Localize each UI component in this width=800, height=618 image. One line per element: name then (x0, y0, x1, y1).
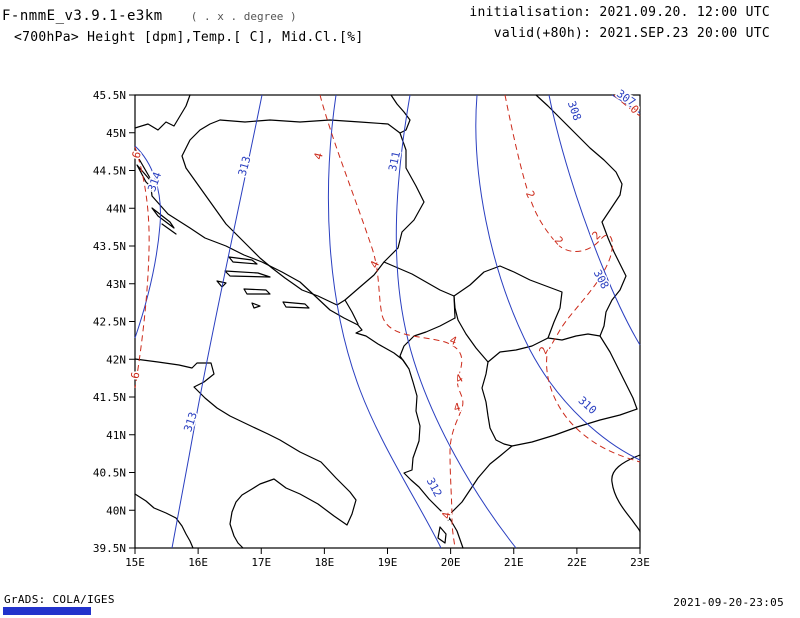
coastline-balkan (134, 151, 464, 549)
height-contour-label: 311 (386, 150, 403, 172)
temp-contour-label: 4 (448, 333, 459, 348)
height-contour-label: 310 (576, 394, 599, 417)
temp-contour-6 (134, 146, 150, 389)
height-contour-314 (134, 145, 161, 339)
island-brac (228, 256, 258, 265)
lat-tick-label: 41N (106, 429, 126, 442)
lat-tick-label: 42.5N (93, 316, 126, 329)
grads-logo-bar (3, 607, 91, 615)
border-albania-macedonia (481, 361, 513, 447)
island-kornati (161, 223, 177, 235)
lon-tick-label: 22E (567, 556, 587, 569)
lat-tick-label: 45.5N (93, 89, 126, 102)
temp-contour-0 (613, 94, 641, 117)
island-lastovo (251, 302, 261, 309)
height-contour-label: 313 (181, 410, 200, 433)
height-contour-311 (395, 94, 517, 549)
axis-labels: 45.5N 45N 44.5N 44N 43.5N 43N 42.5N 42N 41.5N 41N… (93, 89, 650, 569)
island-vis (216, 280, 227, 288)
header-left: F-nmmE_v3.9.1-e3km ( . x . degree ) <700h… (2, 5, 363, 45)
temp-contour-4 (319, 94, 464, 549)
height-contour-313 (171, 94, 263, 549)
lon-tick-label: 17E (251, 556, 271, 569)
coastline-italy-adriatic (134, 358, 357, 549)
island-mljet (282, 301, 310, 309)
height-contour-label: 313 (236, 155, 254, 178)
border-kosovo (453, 265, 563, 363)
border-macedonia-greece (511, 408, 638, 447)
island-dugi-otok (151, 207, 175, 229)
lat-tick-label: 43.5N (93, 240, 126, 253)
lat-tick-label: 44.5N (93, 165, 126, 178)
lat-tick-label: 45N (106, 127, 126, 140)
island-hvar (224, 270, 271, 278)
height-contour-308 (548, 94, 641, 346)
coastline-greece-thermaic (611, 454, 641, 533)
lon-tick-label: 23E (630, 556, 650, 569)
coastlines-and-borders (134, 94, 641, 549)
resolution-note: ( . x . degree ) (190, 10, 297, 23)
lat-tick-label: 40N (106, 504, 126, 517)
border-serbia-macedonia (547, 333, 601, 341)
border-croatia-montenegro (344, 299, 359, 325)
lat-tick-label: 44N (106, 202, 126, 215)
grads-credit: GrADS: COLA/IGES (4, 593, 115, 606)
creation-timestamp: 2021-09-20-23:05 (673, 596, 784, 609)
height-contour-310 (475, 94, 641, 461)
temp-contour-label: 2 (523, 189, 538, 200)
border-slovenia-croatia (134, 94, 191, 131)
height-contour-label: 314 (145, 170, 164, 193)
lat-tick-label: 41.5N (93, 391, 126, 404)
height-contours (134, 94, 641, 549)
border-serbia-bulgaria (599, 194, 627, 337)
field-title: <700hPa> Height [dpm],Temp.[ C], Mid.Cl.… (14, 30, 364, 45)
border-montenegro-serbia (383, 261, 455, 297)
temp-contour-label: 2 (537, 345, 552, 356)
border-macedonia-bulgaria (599, 335, 638, 410)
temp-contour-2 (504, 94, 641, 463)
valid-time: valid(+80h): 2021.SEP.23 20:00 UTC (493, 26, 770, 41)
lon-tick-label: 15E (125, 556, 145, 569)
temp-contour-label: 4 (311, 151, 325, 161)
header-right: initialisation: 2021.09.20. 12:00 UTC va… (469, 5, 770, 41)
lon-tick-label: 21E (504, 556, 524, 569)
height-contour-307 (611, 94, 641, 114)
border-bosnia (181, 119, 425, 306)
lon-tick-label: 18E (314, 556, 334, 569)
model-name: F-nmmE_v3.9.1-e3km (2, 8, 163, 24)
lon-tick-label: 16E (188, 556, 208, 569)
temp-contour-label: 6 (129, 371, 143, 380)
lat-tick-label: 43N (106, 278, 126, 291)
border-kosovo-montenegro (453, 295, 456, 319)
border-albania-greece (447, 445, 513, 521)
island-korcula (243, 288, 271, 295)
lon-tick-label: 20E (441, 556, 461, 569)
axis-ticks (129, 94, 641, 554)
lat-tick-label: 39.5N (93, 542, 126, 555)
height-contour-312 (327, 94, 442, 549)
temp-contour-label: 4 (453, 371, 466, 386)
temperature-contours (134, 94, 641, 549)
height-contour-label: 308 (565, 99, 584, 122)
temp-contour-label: 4 (452, 400, 462, 414)
height-contour-label: 308 (591, 268, 612, 292)
coastline-italy-tyrrhenian (134, 493, 194, 549)
lat-tick-label: 42N (106, 353, 126, 366)
lon-tick-label: 19E (378, 556, 398, 569)
island-corfu (437, 526, 447, 544)
initialisation-time: initialisation: 2021.09.20. 12:00 UTC (469, 5, 770, 20)
lat-tick-label: 40.5N (93, 467, 126, 480)
